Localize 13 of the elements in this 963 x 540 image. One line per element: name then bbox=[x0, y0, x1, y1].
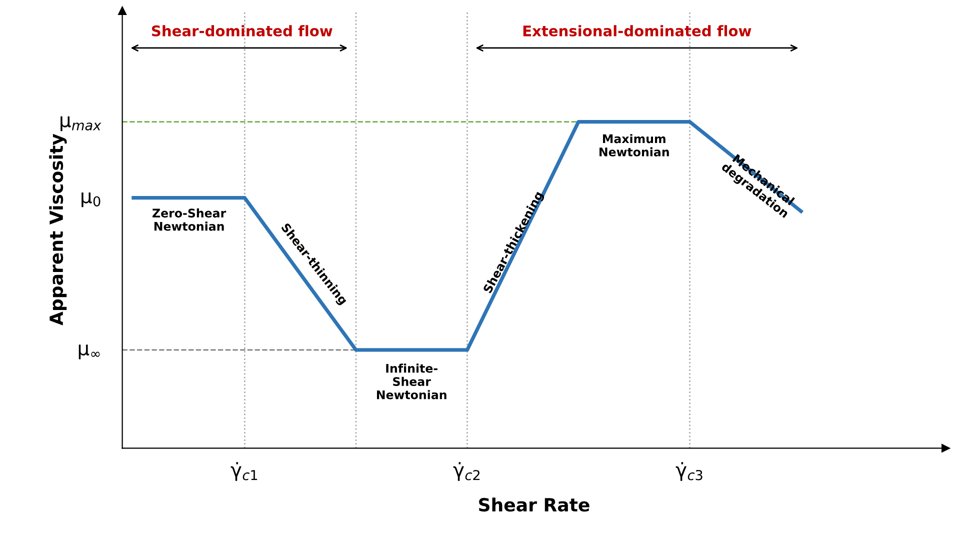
x-axis-title: Shear Rate bbox=[479, 498, 590, 512]
y-axis-title: Apparent Viscosity bbox=[49, 134, 67, 326]
annotation: Infinite- Shear Newtonian bbox=[376, 364, 446, 400]
text: Extensional-dominated flow bbox=[523, 25, 752, 36]
annotation: Maximum Newtonian bbox=[600, 134, 669, 156]
ref-line-label: μ$_{max}$ bbox=[60, 116, 102, 132]
x-tick-label: γ̇$_{c3}$ bbox=[676, 462, 702, 481]
ref-line-label: μ$_{∞}$ bbox=[78, 344, 100, 360]
text: Shear-dominated flow bbox=[152, 25, 332, 36]
x-tick-label: γ̇$_{c2}$ bbox=[453, 462, 480, 481]
annotation: Zero-Shear Newtonian bbox=[152, 208, 226, 231]
text: μ$_{0}$ bbox=[82, 192, 100, 208]
x-tick-label: γ̇$_{c1}$ bbox=[230, 462, 258, 481]
